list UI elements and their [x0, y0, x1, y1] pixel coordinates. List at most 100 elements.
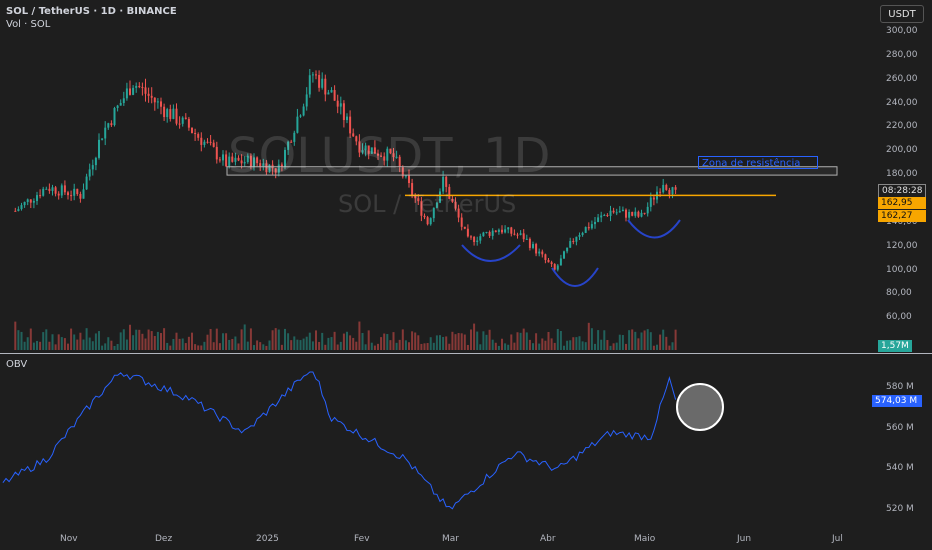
volume-bar: [280, 344, 283, 350]
candle-body: [311, 74, 314, 76]
volume-bar: [122, 329, 125, 350]
volume-bar: [646, 329, 649, 350]
candle-body: [572, 241, 575, 243]
candle-body: [318, 74, 321, 88]
volume-bar: [432, 342, 435, 350]
volume-bar: [187, 336, 190, 350]
volume-bar: [336, 344, 339, 350]
candle-body: [82, 189, 85, 199]
volume-bar: [628, 330, 631, 350]
volume-bar: [488, 329, 491, 350]
candle-body: [14, 210, 17, 212]
volume-bar: [339, 341, 342, 350]
volume-bar: [107, 337, 110, 350]
volume-bar: [482, 331, 485, 350]
volume-bar: [70, 328, 73, 350]
volume-bar: [522, 328, 525, 350]
volume-bar: [132, 335, 135, 350]
volume-bar: [609, 345, 612, 350]
volume-bar: [14, 321, 17, 350]
volume-bar: [411, 331, 414, 350]
candle-body: [544, 254, 547, 260]
candle-body: [597, 217, 600, 222]
volume-bar: [408, 342, 410, 350]
volume-bar: [556, 329, 559, 350]
volume-bar: [48, 341, 51, 350]
candle-body: [20, 205, 23, 210]
candle-body: [138, 85, 141, 88]
candle-body: [262, 163, 265, 168]
volume-bar: [268, 340, 271, 350]
volume-bar: [501, 338, 503, 350]
candle-body: [73, 188, 76, 196]
volume-bar: [153, 336, 156, 350]
volume-bar: [327, 337, 330, 350]
volume-bar: [277, 329, 280, 350]
symbol-title[interactable]: SOL / TetherUS · 1D · BINANCE: [6, 6, 177, 17]
candle-body: [401, 166, 404, 177]
volume-bar: [349, 335, 352, 350]
volume-bar: [333, 331, 336, 350]
candle-body: [172, 108, 175, 119]
volume-bar: [417, 335, 420, 350]
volume-bar: [606, 340, 609, 350]
volume-bar: [79, 332, 82, 350]
volume-bar: [194, 344, 197, 350]
volume-bar: [256, 340, 259, 350]
candle-body: [110, 123, 113, 126]
candle-body: [361, 150, 364, 153]
candle-body: [643, 212, 646, 214]
candle-body: [259, 163, 262, 168]
obv-axis-tick: 580 M: [886, 382, 914, 392]
price-axis-tick: 60,00: [886, 312, 912, 323]
currency-button[interactable]: USDT: [880, 5, 924, 23]
candle-body: [215, 146, 218, 160]
volume-bar: [457, 333, 460, 350]
candle-body: [649, 197, 652, 207]
volume-bar: [119, 332, 122, 350]
volume-bar: [466, 344, 469, 350]
candle-body: [513, 233, 516, 235]
candle-body: [435, 202, 438, 208]
countdown-tag: 08:28:28: [878, 184, 926, 198]
candle-body: [284, 149, 286, 168]
volume-bar: [485, 334, 488, 350]
volume-bar: [578, 336, 581, 350]
candle-body: [476, 240, 479, 242]
candle-body: [206, 141, 209, 143]
price-axis-tick: 180,00: [886, 169, 918, 180]
volume-bar: [144, 338, 147, 350]
candle-body: [54, 187, 57, 194]
volume-bar: [243, 324, 246, 350]
candle-body: [32, 200, 35, 203]
candle-body: [367, 145, 370, 154]
candle-body: [274, 168, 277, 173]
candle-body: [51, 187, 54, 191]
volume-bar: [23, 341, 26, 350]
volume-indicator-label[interactable]: Vol · SOL: [6, 19, 51, 30]
volume-bar: [656, 344, 658, 350]
candle-body: [445, 176, 448, 187]
volume-bar: [324, 344, 327, 350]
candle-body: [439, 191, 441, 203]
candle-body: [519, 233, 522, 235]
volume-bar: [249, 328, 252, 350]
volume-bar: [296, 339, 299, 350]
volume-bar: [156, 331, 159, 350]
candle-body: [132, 87, 135, 95]
volume-bar: [544, 340, 547, 350]
candle-body: [541, 251, 544, 255]
volume-bar: [178, 338, 181, 350]
volume-bar: [169, 345, 172, 350]
candle-body: [637, 211, 640, 217]
candle-body: [107, 123, 110, 128]
candle-body: [621, 209, 624, 212]
obv-indicator-label[interactable]: OBV: [6, 359, 28, 370]
volume-bar: [88, 337, 91, 350]
volume-bar: [476, 331, 479, 350]
candle-body: [91, 165, 94, 170]
volume-bar: [401, 329, 404, 350]
candle-body: [222, 154, 224, 161]
time-axis-tick: Abr: [540, 534, 556, 544]
